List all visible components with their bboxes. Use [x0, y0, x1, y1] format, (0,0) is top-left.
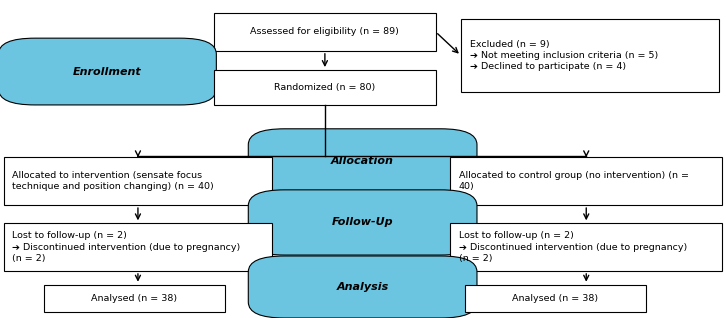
- Text: Enrollment: Enrollment: [73, 66, 142, 77]
- Text: Assessed for eligibility (n = 89): Assessed for eligibility (n = 89): [250, 27, 399, 36]
- Text: Analysis: Analysis: [337, 282, 388, 292]
- FancyBboxPatch shape: [214, 13, 436, 51]
- Text: Excluded (n = 9)
➔ Not meeting inclusion criteria (n = 5)
➔ Declined to particip: Excluded (n = 9) ➔ Not meeting inclusion…: [470, 40, 658, 71]
- Text: Randomized (n = 80): Randomized (n = 80): [274, 83, 375, 92]
- FancyBboxPatch shape: [4, 223, 272, 271]
- Text: Analysed (n = 38): Analysed (n = 38): [513, 294, 598, 303]
- FancyBboxPatch shape: [248, 129, 477, 194]
- Text: Follow-Up: Follow-Up: [332, 218, 393, 227]
- FancyBboxPatch shape: [450, 157, 722, 205]
- FancyBboxPatch shape: [0, 38, 216, 105]
- FancyBboxPatch shape: [214, 70, 436, 105]
- FancyBboxPatch shape: [248, 256, 477, 318]
- Text: Lost to follow-up (n = 2)
➔ Discontinued intervention (due to pregnancy)
(n = 2): Lost to follow-up (n = 2) ➔ Discontinued…: [12, 232, 240, 263]
- Text: Allocated to intervention (sensate focus
technique and position changing) (n = 4: Allocated to intervention (sensate focus…: [12, 171, 214, 191]
- FancyBboxPatch shape: [4, 157, 272, 205]
- Text: Allocation: Allocation: [331, 156, 394, 166]
- Text: Analysed (n = 38): Analysed (n = 38): [91, 294, 177, 303]
- FancyBboxPatch shape: [465, 285, 646, 312]
- Text: Lost to follow-up (n = 2)
➔ Discontinued intervention (due to pregnancy)
(n = 2): Lost to follow-up (n = 2) ➔ Discontinued…: [459, 232, 687, 263]
- Text: Allocated to control group (no intervention) (n =
40): Allocated to control group (no intervent…: [459, 171, 689, 191]
- FancyBboxPatch shape: [461, 19, 719, 92]
- FancyBboxPatch shape: [450, 223, 722, 271]
- FancyBboxPatch shape: [248, 190, 477, 255]
- FancyBboxPatch shape: [44, 285, 225, 312]
